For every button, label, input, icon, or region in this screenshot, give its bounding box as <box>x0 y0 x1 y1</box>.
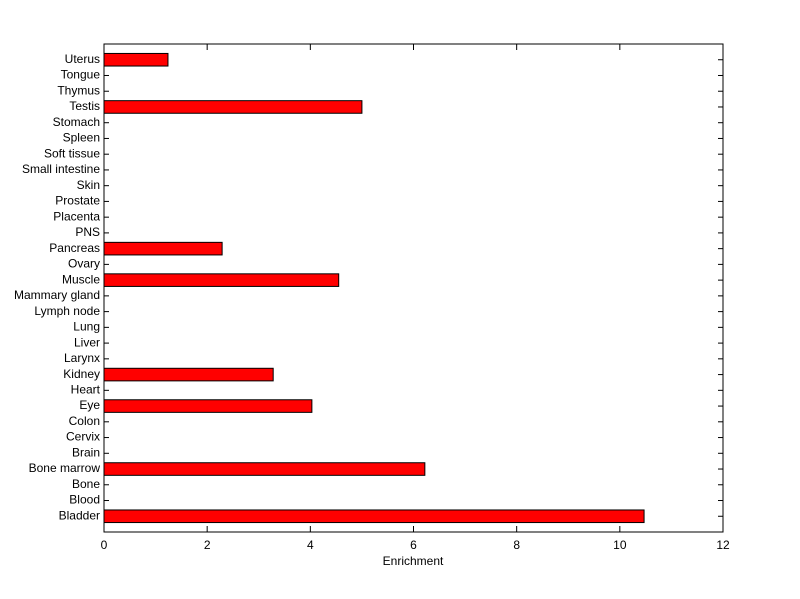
bar <box>103 52 169 67</box>
bar <box>103 462 426 476</box>
x-tick-label: 4 <box>307 538 314 552</box>
y-tick-label: Soft tissue <box>44 146 100 160</box>
y-tick-label: Larynx <box>64 351 100 365</box>
bar <box>103 509 645 524</box>
y-tick-label: Tongue <box>61 68 101 82</box>
y-tick-label: Bone marrow <box>29 461 101 475</box>
x-tick-label: 2 <box>204 538 211 552</box>
y-tick-label: Thymus <box>57 83 100 97</box>
bar <box>103 100 363 114</box>
y-tick-label: PNS <box>75 225 100 239</box>
x-tick-label: 0 <box>101 538 108 552</box>
y-tick-label: Bladder <box>59 508 100 522</box>
y-tick-label: Lymph node <box>34 304 100 318</box>
y-tick-label: Colon <box>69 414 100 428</box>
y-tick-label: Lung <box>73 320 100 334</box>
bar <box>103 367 274 382</box>
y-tick-label: Blood <box>69 493 100 507</box>
x-tick-label: 8 <box>513 538 520 552</box>
y-tick-label: Uterus <box>65 52 100 66</box>
y-tick-label: Liver <box>74 335 100 349</box>
y-tick-label: Mammary gland <box>14 288 100 302</box>
y-tick-label: Bone <box>72 477 100 491</box>
y-tick-label: Eye <box>79 398 100 412</box>
y-tick-label: Pancreas <box>49 241 100 255</box>
y-tick-label: Brain <box>72 445 100 459</box>
y-tick-label: Spleen <box>63 131 100 145</box>
y-tick-label: Prostate <box>55 194 100 208</box>
y-tick-label: Testis <box>69 99 100 113</box>
x-axis-label: Enrichment <box>383 554 444 568</box>
y-tick-label: Stomach <box>53 115 100 129</box>
bar <box>103 241 223 256</box>
y-tick-label: Cervix <box>66 430 100 444</box>
y-tick-label: Small intestine <box>22 162 100 176</box>
bar <box>103 273 340 287</box>
y-tick-label: Heart <box>71 382 101 396</box>
y-tick-label: Ovary <box>68 257 100 271</box>
x-tick-label: 6 <box>410 538 417 552</box>
plot-area <box>103 43 724 533</box>
x-tick-label: 12 <box>716 538 730 552</box>
y-tick-label: Placenta <box>53 209 100 223</box>
y-tick-label: Kidney <box>63 367 100 381</box>
bar <box>103 399 313 413</box>
y-tick-label: Skin <box>77 178 100 192</box>
y-tick-label: Muscle <box>62 272 100 286</box>
x-tick-label: 10 <box>613 538 627 552</box>
